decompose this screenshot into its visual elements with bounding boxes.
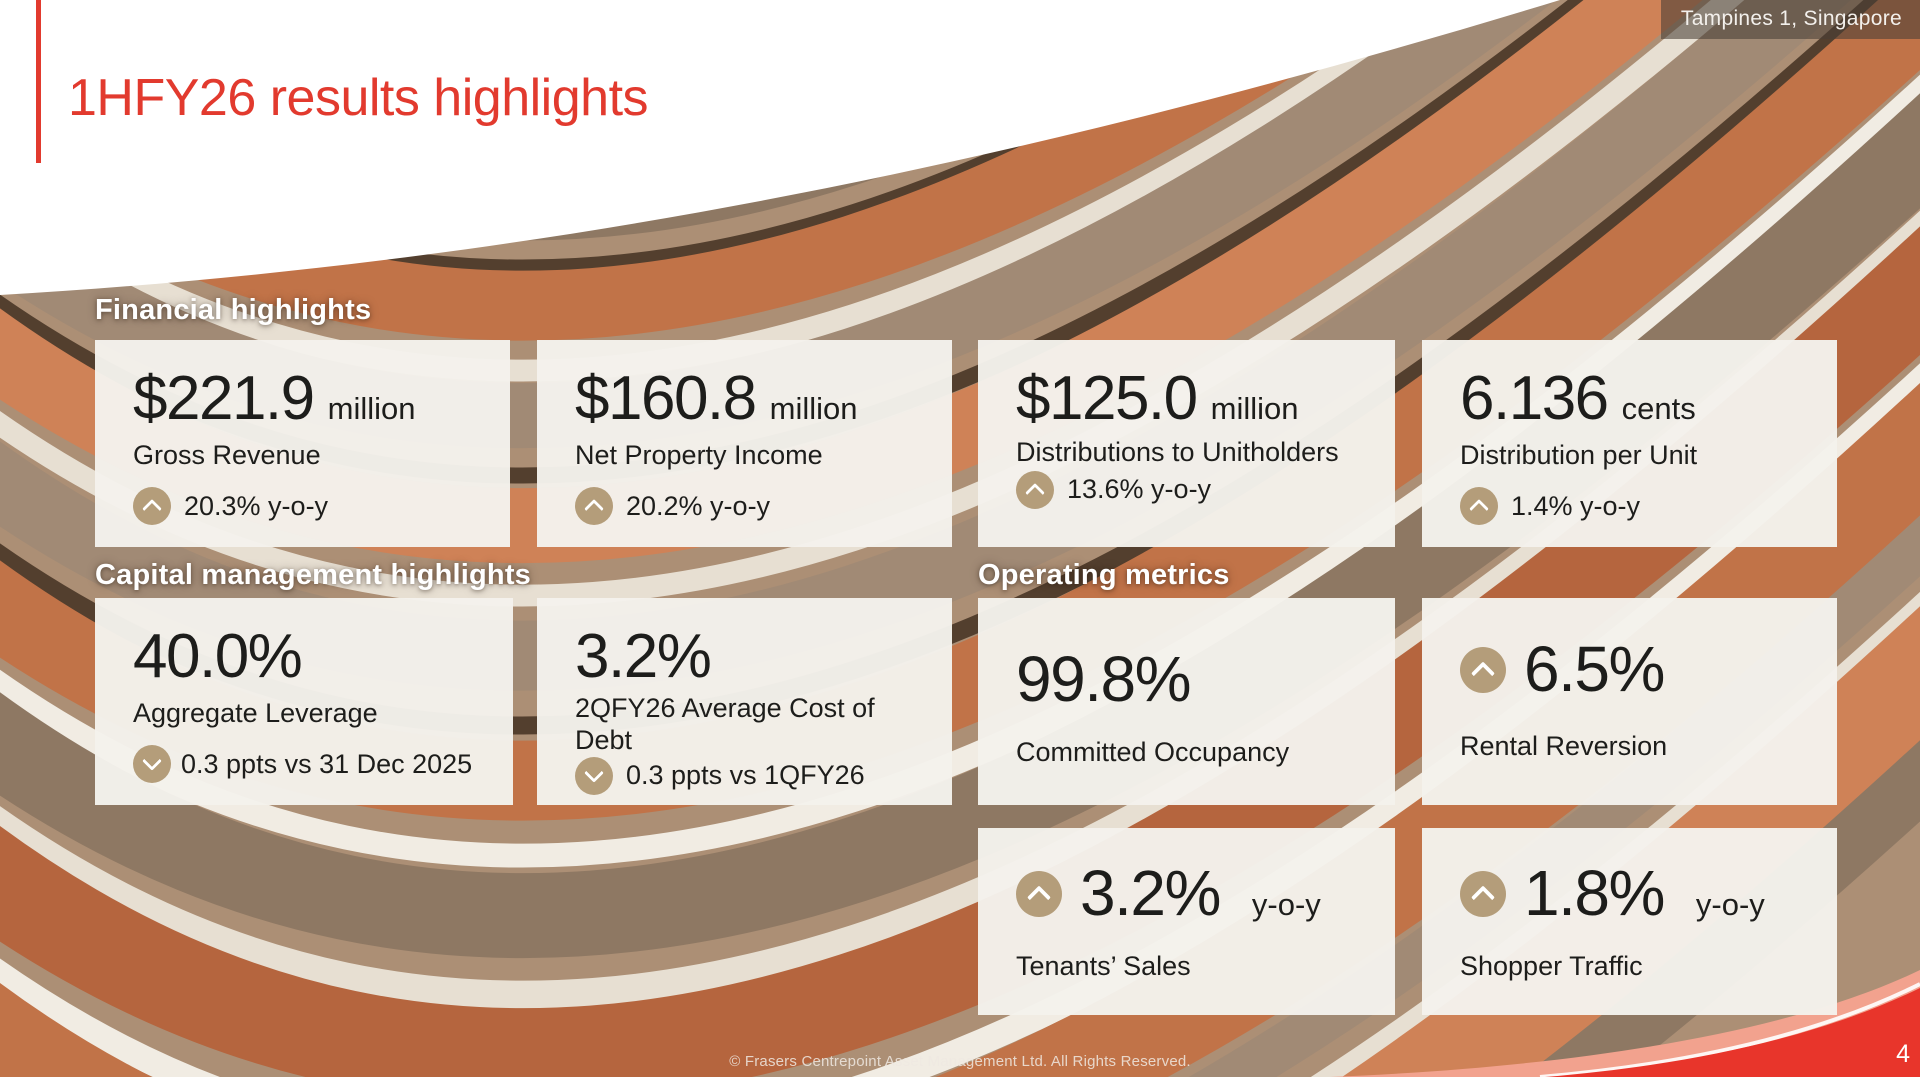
metric-label: Distributions to Unitholders [1016,437,1339,468]
metric-change: 20.3% y-o-y [184,490,329,521]
metric-label: Committed Occupancy [1016,737,1290,768]
section-header-capital: Capital management highlights [95,559,532,591]
metric-card-rental-reversion: 6.5% Rental Reversion [1422,598,1837,805]
chevron-up-icon [1460,646,1506,693]
section-header-operating: Operating metrics [978,559,1230,591]
metric-card-committed-occupancy: 99.8% Committed Occupancy [978,598,1395,805]
metric-value: $221.9 [133,364,315,433]
metric-card-gross-revenue: $221.9 million Gross Revenue 20.3% y-o-y [95,340,510,547]
metric-value: 6.136 [1460,364,1609,433]
metric-unit: million [769,391,858,426]
metric-label: Aggregate Leverage [133,698,378,729]
metric-card-shopper-traffic: 1.8% y-o-y Shopper Traffic [1422,828,1837,1015]
metric-change: 0.3 ppts vs 31 Dec 2025 [181,748,473,779]
metric-card-distributions: $125.0 million Distributions to Unithold… [978,340,1395,547]
chevron-down-icon [575,756,613,795]
metric-label: Shopper Traffic [1460,951,1643,982]
chevron-down-icon [133,745,171,783]
metric-label: Tenants’ Sales [1016,951,1191,982]
metric-card-tenants-sales: 3.2% y-o-y Tenants’ Sales [978,828,1395,1015]
metric-change: 13.6% y-o-y [1067,474,1212,505]
metric-label: Rental Reversion [1460,731,1668,762]
slide-title: 1HFY26 results highlights [68,69,649,127]
metric-card-distribution-per-unit: 6.136 cents Distribution per Unit 1.4% y… [1422,340,1837,547]
red-swoosh [1545,988,1920,1077]
footer-copyright: © Frasers Centrepoint Asset Management L… [729,1053,1191,1070]
metric-value: $125.0 [1016,364,1198,433]
metric-unit: cents [1621,391,1696,426]
metric-unit: y-o-y [1695,887,1765,922]
metric-unit: million [1210,391,1299,426]
accent-bar [36,0,41,163]
metric-change: 1.4% y-o-y [1511,490,1641,521]
chevron-up-icon [1016,470,1054,509]
metric-label: Gross Revenue [133,440,321,471]
red-swoosh-highlight [1539,982,1920,1077]
metric-value: 6.5% [1524,633,1665,705]
chevron-up-icon [575,487,613,525]
chevron-up-icon [1460,487,1498,525]
white-swoosh [0,0,1560,295]
metric-change: 20.2% y-o-y [626,490,771,521]
metric-value: 3.2% [1080,857,1221,929]
metric-value: 40.0% [133,622,303,691]
metric-card-net-property-income: $160.8 million Net Property Income 20.2%… [537,340,952,547]
metric-value: 1.8% [1524,857,1665,929]
metric-value: $160.8 [575,364,757,433]
metric-card-aggregate-leverage: 40.0% Aggregate Leverage 0.3 ppts vs 31 … [95,598,513,805]
metric-label: Distribution per Unit [1460,440,1698,471]
section-header-financial: Financial highlights [95,294,372,326]
chevron-up-icon [1016,870,1062,917]
chevron-up-icon [133,487,171,525]
metric-card-cost-of-debt: 3.2% 2QFY26 Average Cost of Debt 0.3 ppt… [537,598,952,805]
metric-label: 2QFY26 Average Cost of Debt [575,693,875,755]
chevron-up-icon [1460,870,1506,917]
image-caption: Tampines 1, Singapore [1660,0,1920,39]
metric-unit: y-o-y [1251,887,1321,922]
metric-label: Net Property Income [575,440,823,471]
page-number: 4 [1896,1040,1910,1068]
metric-unit: million [327,391,416,426]
metric-value: 3.2% [575,622,712,691]
metric-value: 99.8% [1016,643,1191,715]
metric-change: 0.3 ppts vs 1QFY26 [626,760,865,791]
